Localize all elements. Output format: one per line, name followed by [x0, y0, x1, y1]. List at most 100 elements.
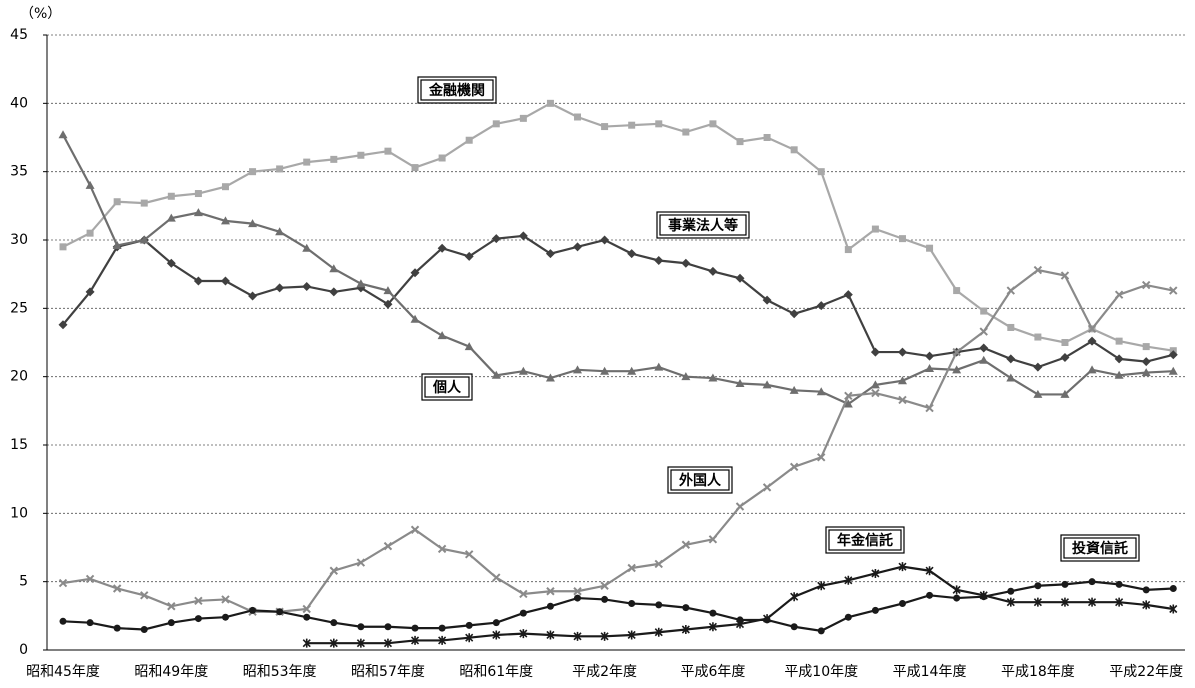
- series-label: 外国人: [667, 466, 733, 494]
- marker: [58, 578, 68, 588]
- marker: [790, 146, 798, 154]
- marker: [194, 596, 203, 606]
- marker: [59, 243, 67, 251]
- marker: [844, 613, 852, 621]
- marker: [545, 373, 555, 382]
- marker: [763, 134, 771, 141]
- marker: [383, 638, 393, 648]
- y-tick-label: 5: [19, 574, 28, 590]
- marker: [303, 158, 311, 166]
- series-label-text: 個人: [432, 379, 462, 396]
- marker: [1087, 324, 1097, 334]
- marker: [491, 234, 501, 244]
- marker: [816, 387, 826, 396]
- marker: [1087, 365, 1097, 374]
- marker: [763, 616, 771, 624]
- marker: [384, 623, 392, 631]
- label-box: [417, 76, 497, 104]
- marker: [166, 258, 176, 268]
- label-box: [656, 211, 750, 239]
- marker: [926, 244, 934, 252]
- marker: [302, 243, 312, 252]
- marker: [817, 627, 825, 635]
- marker: [654, 362, 664, 371]
- marker: [85, 287, 95, 297]
- marker: [628, 121, 636, 129]
- marker: [221, 613, 229, 621]
- marker: [1141, 368, 1151, 377]
- marker: [790, 623, 798, 631]
- marker: [167, 602, 176, 611]
- marker: [655, 120, 663, 128]
- marker: [708, 373, 718, 382]
- x-tick-label: 昭和61年度: [459, 664, 533, 680]
- marker: [871, 606, 879, 614]
- marker: [1115, 337, 1123, 345]
- series-label: 金融機関: [417, 76, 497, 104]
- marker: [1115, 580, 1123, 588]
- label-box: [1060, 534, 1140, 562]
- marker: [843, 290, 853, 300]
- marker: [601, 123, 609, 131]
- series-label: 事業法人等: [656, 211, 750, 239]
- series-label: 年金信託: [825, 526, 905, 554]
- marker: [329, 287, 339, 297]
- marker: [1061, 339, 1069, 346]
- y-tick-label: 0: [19, 642, 28, 658]
- marker: [465, 136, 473, 144]
- marker: [492, 619, 500, 627]
- marker: [140, 626, 148, 633]
- x-tick-label: 昭和53年度: [243, 664, 317, 680]
- marker: [193, 208, 203, 217]
- marker: [85, 180, 95, 189]
- marker: [1168, 366, 1178, 375]
- marker: [410, 525, 420, 534]
- marker: [1061, 580, 1069, 588]
- marker: [736, 138, 744, 146]
- marker: [709, 609, 717, 617]
- marker: [1033, 362, 1043, 372]
- marker: [871, 225, 879, 233]
- marker: [681, 372, 691, 381]
- marker: [1060, 389, 1070, 398]
- marker: [220, 276, 230, 286]
- marker: [898, 562, 907, 572]
- marker: [518, 231, 528, 241]
- marker: [275, 283, 285, 293]
- series-label: 個人: [421, 373, 473, 401]
- marker: [140, 199, 148, 207]
- marker: [492, 120, 500, 128]
- series-line: [306, 565, 1174, 645]
- marker: [735, 273, 745, 283]
- marker: [464, 251, 474, 261]
- marker: [276, 165, 284, 173]
- marker: [464, 550, 474, 559]
- marker: [600, 366, 610, 375]
- series: [58, 231, 1178, 372]
- label-box-inner: [828, 529, 902, 551]
- marker: [1115, 597, 1124, 607]
- marker: [762, 483, 772, 492]
- marker: [438, 635, 447, 645]
- marker: [546, 630, 555, 640]
- marker: [492, 630, 501, 640]
- marker: [518, 366, 528, 375]
- marker: [1114, 290, 1124, 299]
- marker: [438, 154, 446, 162]
- marker: [1006, 286, 1016, 295]
- marker: [139, 235, 149, 244]
- marker: [329, 638, 338, 648]
- marker: [952, 347, 961, 357]
- label-box-inner: [670, 469, 730, 491]
- x-tick-label: 平成6年度: [680, 664, 745, 680]
- marker: [600, 235, 610, 245]
- marker: [1087, 597, 1097, 607]
- series-label-text: 事業法人等: [668, 217, 738, 234]
- marker: [519, 114, 527, 122]
- x-tick-label: 平成18年度: [1001, 664, 1075, 680]
- marker: [979, 343, 989, 353]
- marker: [194, 615, 202, 623]
- marker: [925, 363, 935, 372]
- marker: [248, 291, 258, 301]
- marker: [1169, 604, 1178, 614]
